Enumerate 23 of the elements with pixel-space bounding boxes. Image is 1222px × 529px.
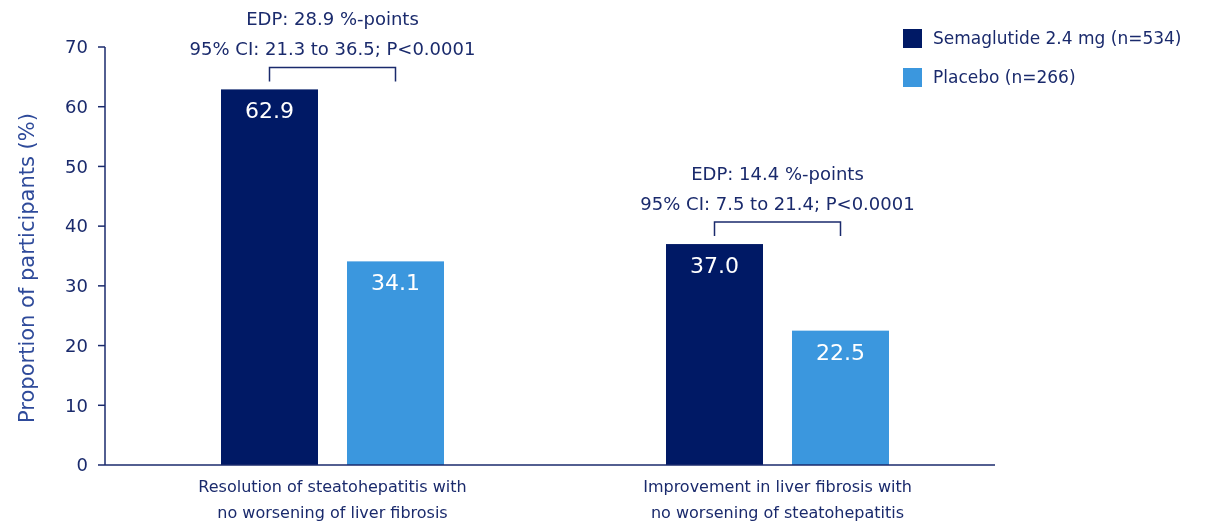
y-tick-label: 0 [76,454,88,476]
y-tick-label: 40 [65,215,88,237]
text: 37.0 [690,253,739,279]
y-tick-label: 50 [65,155,88,177]
x-tick-label: Improvement in liver fibrosis with no worsening of steatohepatitis [643,477,912,522]
legend-label: Semaglutide 2.4 mg (n=534) [933,27,1182,48]
y-tick-label: 10 [65,394,88,416]
bar [221,89,318,465]
legend-label: Placebo (n=266) [933,66,1076,87]
y-tick-label: 70 [65,36,88,58]
y-tick-label: 30 [65,275,88,297]
bar [792,330,889,465]
y-tick-label: 20 [65,334,88,356]
bar [666,244,763,465]
x-tick-label: Resolution of steatohepatitis with no worsening of liver fibrosis [198,477,467,522]
text: 22.5 [816,339,865,365]
text: 34.1 [371,270,420,296]
annotation: EDP: 14.4 %-points 95% CI: 7.5 to 21.4; P<0.0001 [640,163,915,215]
annotation: EDP: 28.9 %-points 95% CI: 21.3 to 36.5; P<0.0001 [189,8,476,60]
bar [347,261,444,465]
text: 62.9 [245,98,294,124]
y-axis-title: Proportion of participants (%) [15,113,39,423]
y-tick-label: 60 [65,96,88,118]
